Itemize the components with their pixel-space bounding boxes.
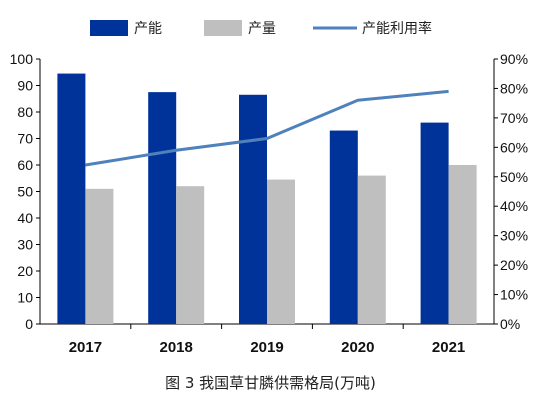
bars: [57, 73, 477, 325]
legend-label: 产能利用率: [362, 20, 432, 37]
y-tick-right-label: 0%: [500, 316, 520, 332]
legend-label: 产量: [248, 21, 276, 37]
bar-capacity: [57, 73, 86, 324]
x-tick-label: 2021: [432, 339, 465, 356]
y-tick-left-label: 30: [17, 237, 33, 253]
legend: 产能 产量 产能利用率: [90, 20, 432, 37]
axes: 0 10 20 30 40 50 60 70 80 90 100 0% 10% 20% 30% 40% 50% 6…: [10, 51, 528, 356]
y-tick-right-label: 20%: [500, 257, 528, 273]
y-tick-left-label: 50: [17, 184, 33, 200]
x-tick-label: 2020: [341, 339, 374, 356]
bar-output: [267, 179, 295, 324]
legend-swatch: [90, 20, 128, 36]
bar-capacity: [420, 122, 449, 324]
chart: 产能 产量 产能利用率 0 10 20 30 40 50 60 70 80 90 100 0% 10% 20%…: [10, 20, 528, 356]
x-tick-label: 2018: [160, 339, 193, 356]
y-tick-right-label: 80%: [500, 80, 528, 96]
y-tick-left-label: 70: [17, 131, 33, 147]
y-tick-left-label: 100: [10, 51, 34, 67]
y-tick-left-label: 80: [17, 104, 33, 120]
bar-capacity: [239, 94, 267, 325]
y-tick-right-label: 70%: [500, 110, 528, 126]
y-tick-left-label: 40: [17, 210, 33, 226]
y-tick-left-label: 60: [17, 157, 33, 173]
line-series: [85, 89, 449, 167]
y-tick-left-label: 10: [17, 290, 33, 306]
y-tick-right-label: 60%: [500, 139, 528, 155]
bar-capacity: [148, 92, 177, 324]
y-tick-right-label: 50%: [500, 169, 528, 185]
bar-output: [448, 165, 477, 324]
y-tick-left-label: 20: [17, 263, 33, 279]
y-tick-left-label: 0: [25, 316, 33, 332]
bar-output: [85, 188, 114, 324]
y-tick-right-label: 40%: [500, 198, 528, 214]
legend-label: 产能: [134, 21, 162, 37]
y-tick-right-label: 10%: [500, 287, 528, 303]
y-tick-right-label: 90%: [500, 51, 528, 67]
y-tick-left-label: 90: [17, 78, 33, 94]
x-tick-label: 2019: [250, 339, 283, 356]
bar-capacity: [329, 130, 358, 324]
legend-swatch: [204, 20, 242, 36]
bar-output: [357, 175, 386, 324]
bar-output: [176, 186, 205, 324]
y-tick-right-label: 30%: [500, 228, 528, 244]
figure-caption: 图 3 我国草甘膦供需格局(万吨): [165, 374, 376, 392]
x-tick-label: 2017: [69, 339, 102, 356]
